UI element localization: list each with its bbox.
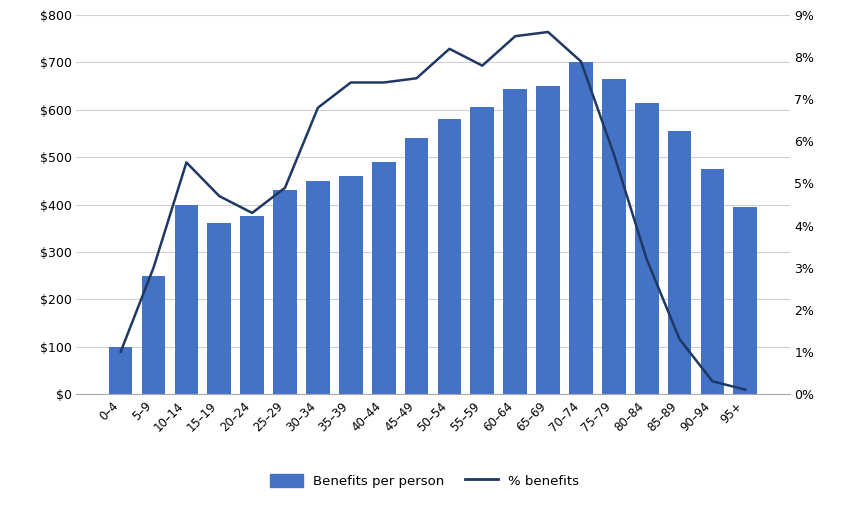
Bar bbox=[372, 162, 396, 394]
Bar bbox=[339, 176, 363, 394]
Bar bbox=[635, 103, 659, 394]
Bar bbox=[700, 169, 724, 394]
Bar bbox=[175, 205, 199, 394]
Bar bbox=[273, 190, 297, 394]
Bar bbox=[503, 88, 527, 394]
Bar bbox=[569, 63, 593, 394]
Bar bbox=[470, 108, 494, 394]
Bar bbox=[734, 207, 757, 394]
Bar bbox=[405, 138, 429, 394]
Bar bbox=[437, 119, 461, 394]
Bar bbox=[240, 216, 264, 394]
Bar bbox=[306, 181, 329, 394]
Bar bbox=[142, 276, 166, 394]
Legend: Benefits per person, % benefits: Benefits per person, % benefits bbox=[265, 469, 584, 493]
Bar bbox=[602, 79, 626, 394]
Bar bbox=[667, 131, 691, 394]
Bar bbox=[207, 224, 231, 394]
Bar bbox=[537, 86, 559, 394]
Bar bbox=[109, 346, 132, 394]
